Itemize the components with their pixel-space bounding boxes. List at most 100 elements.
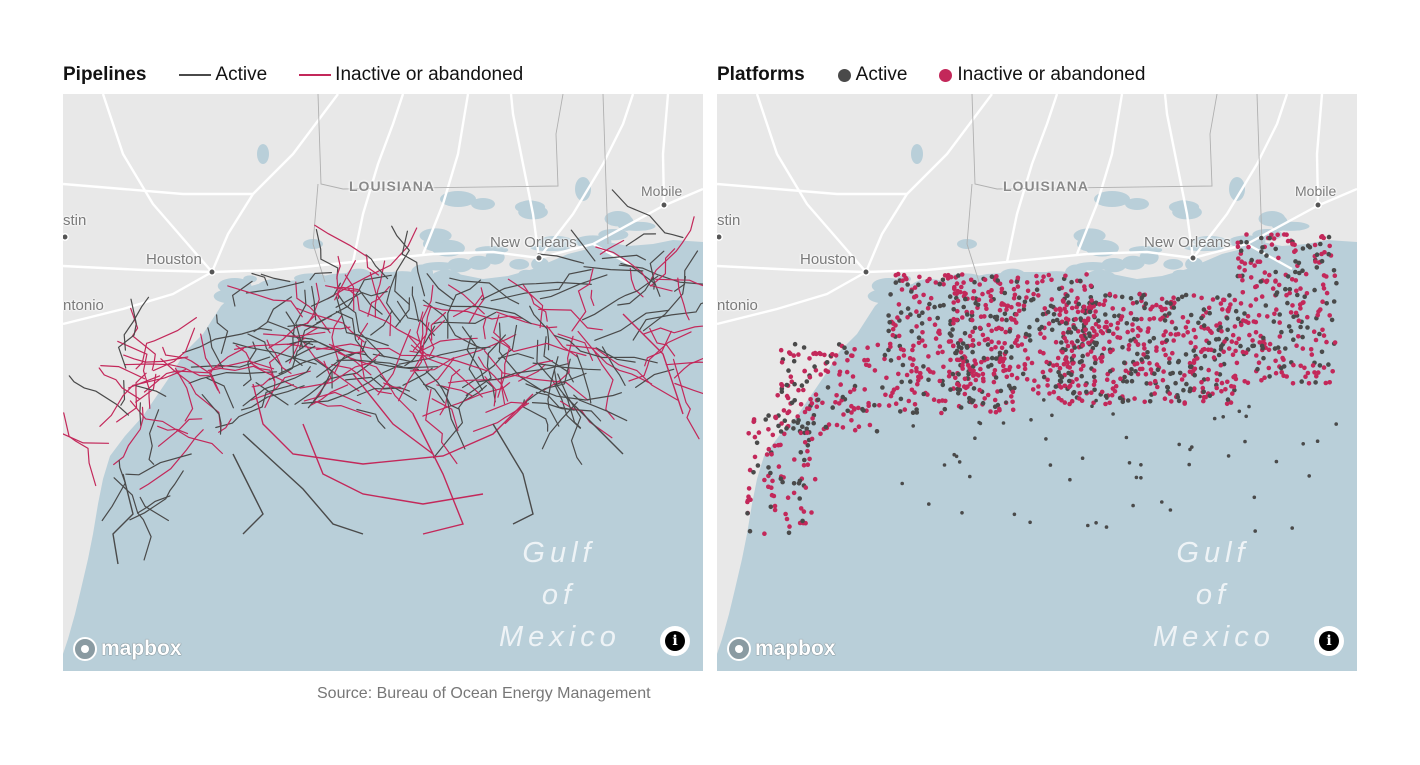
road xyxy=(421,94,470,255)
inactive-platform xyxy=(1201,398,1206,404)
inactive-platform xyxy=(752,434,758,440)
inactive-platform xyxy=(1234,340,1239,346)
inactive-platform xyxy=(1071,353,1077,359)
houston-marker xyxy=(862,268,870,276)
inactive-platform xyxy=(1113,294,1118,299)
active-platform xyxy=(1179,294,1185,300)
inactive-platform xyxy=(1219,380,1225,386)
inactive-platform xyxy=(976,341,982,347)
inactive-platform xyxy=(912,285,918,290)
active-platform xyxy=(1199,315,1204,321)
active-platform xyxy=(909,329,914,334)
active-pipeline xyxy=(117,298,137,369)
active-platform xyxy=(1301,442,1305,446)
active-pipeline xyxy=(477,363,569,383)
active-platform xyxy=(942,463,947,467)
inactive-platform xyxy=(926,354,931,359)
active-pipeline xyxy=(497,352,535,359)
active-pipeline xyxy=(335,310,369,358)
active-platform xyxy=(1016,295,1022,300)
active-platform xyxy=(977,420,981,425)
active-platform xyxy=(1207,310,1212,316)
inactive-platform xyxy=(883,392,888,398)
active-platform xyxy=(1131,316,1137,322)
inactive-pipeline xyxy=(314,224,379,276)
legend-label-inactive: Inactive or abandoned xyxy=(335,64,524,85)
active-platform xyxy=(961,304,966,310)
inactive-platform xyxy=(1256,313,1262,318)
active-platform xyxy=(1259,249,1264,255)
inactive-platform xyxy=(917,299,922,305)
inactive-platform xyxy=(1266,365,1272,371)
inactive-pipeline xyxy=(252,383,534,465)
active-platform xyxy=(962,331,968,336)
inactive-platform xyxy=(1081,337,1086,342)
inactive-platform xyxy=(791,490,797,496)
mapbox-logo-text: mapbox xyxy=(755,637,836,660)
active-platform xyxy=(1225,397,1231,402)
inactive-platform xyxy=(1218,301,1224,306)
active-platform xyxy=(1162,318,1168,323)
inactive-platform xyxy=(1024,377,1030,382)
inactive-platform xyxy=(982,314,987,319)
platforms-map[interactable]: LOUISIANA Houston New Orleans Mobile sti… xyxy=(717,94,1357,671)
road xyxy=(351,94,405,263)
inactive-platform xyxy=(1004,374,1010,380)
inactive-platform xyxy=(772,507,778,513)
active-platform xyxy=(1314,265,1320,270)
inactive-platform xyxy=(911,357,916,362)
active-platform xyxy=(998,388,1004,394)
active-pipeline xyxy=(583,266,644,272)
inactive-platform xyxy=(962,391,968,397)
inactive-platform xyxy=(1113,383,1119,389)
inactive-platform xyxy=(920,330,925,335)
active-pipeline xyxy=(541,401,578,450)
active-platform xyxy=(791,481,797,486)
inactive-platform xyxy=(1139,316,1144,322)
inactive-platform xyxy=(980,376,986,382)
active-platform xyxy=(993,375,999,380)
mapbox-logo[interactable]: mapbox xyxy=(727,637,836,661)
active-platform xyxy=(914,407,919,412)
road xyxy=(1075,94,1124,255)
active-platform xyxy=(1128,296,1134,301)
active-platform xyxy=(805,443,811,448)
inactive-platform xyxy=(802,409,808,415)
inactive-platform xyxy=(1047,391,1052,396)
inactive-platform xyxy=(941,282,946,287)
inactive-platform xyxy=(1118,317,1124,322)
inactive-platform xyxy=(1087,304,1093,310)
inactive-pipeline xyxy=(336,255,341,299)
active-pipeline xyxy=(311,285,317,321)
inactive-platform xyxy=(1240,318,1246,323)
active-platform xyxy=(965,312,970,317)
inactive-platform xyxy=(762,531,767,536)
info-button[interactable]: i xyxy=(660,626,690,656)
inactive-platform xyxy=(796,387,801,393)
active-pipeline xyxy=(182,327,273,354)
active-platform xyxy=(1215,295,1220,300)
inactive-pipeline xyxy=(496,311,558,329)
inactive-platform xyxy=(1287,290,1292,296)
wetland-patch xyxy=(1101,257,1127,273)
active-platform xyxy=(1224,316,1230,321)
inactive-platform xyxy=(1086,340,1091,346)
inactive-platform xyxy=(1312,370,1317,375)
inactive-platform xyxy=(1167,391,1172,396)
inactive-platform xyxy=(1042,306,1048,311)
inactive-platform xyxy=(997,406,1002,412)
inactive-platform xyxy=(1011,286,1017,292)
pipelines-map[interactable]: LOUISIANA Houston New Orleans Mobile sti… xyxy=(63,94,703,671)
active-pipeline xyxy=(557,373,583,465)
inactive-platform xyxy=(1300,346,1306,351)
inactive-pipeline xyxy=(98,367,141,400)
mapbox-logo[interactable]: mapbox xyxy=(73,637,182,661)
inactive-platform xyxy=(1248,275,1254,280)
inactive-platform xyxy=(998,356,1004,361)
inactive-platform xyxy=(1065,343,1071,349)
active-platform xyxy=(1090,345,1096,351)
active-platform xyxy=(1072,345,1077,350)
info-button[interactable]: i xyxy=(1314,626,1344,656)
active-pipeline xyxy=(365,254,389,280)
inactive-platform xyxy=(1059,398,1064,403)
